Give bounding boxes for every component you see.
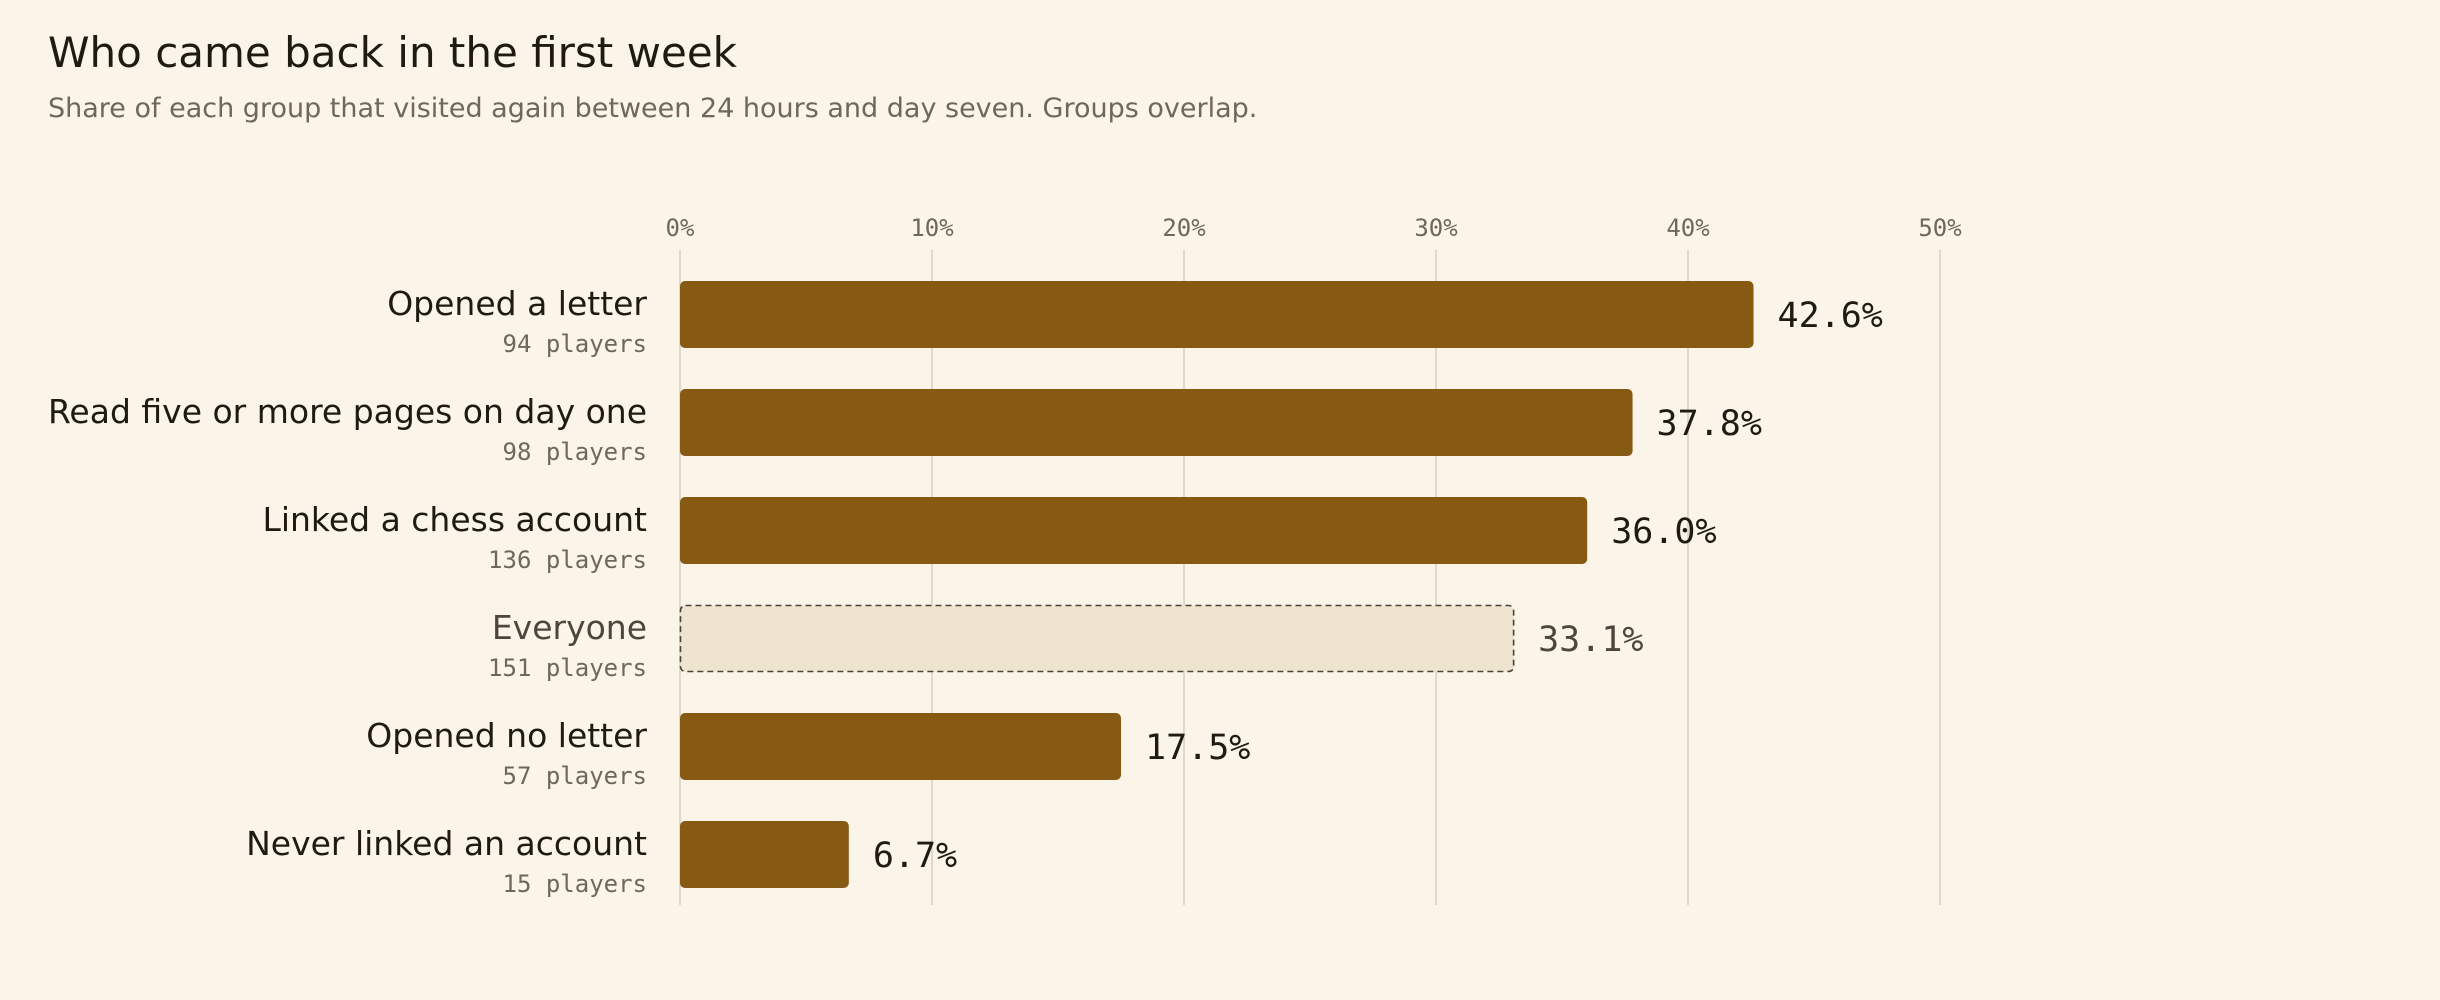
bar bbox=[680, 281, 1754, 348]
x-tick-label: 0% bbox=[666, 214, 695, 242]
chart-title: Who came back in the first week bbox=[48, 28, 737, 77]
category-label: Opened no letter bbox=[366, 716, 647, 755]
x-axis-ticks: 0% 10% 20% 30% 40% 50% bbox=[666, 214, 1963, 242]
bar-row: Everyone 151 players 33.1% bbox=[488, 604, 1643, 682]
bars: Opened a letter 94 players 42.6% Read five … bbox=[48, 281, 1883, 898]
category-label: Everyone bbox=[492, 608, 647, 647]
value-label: 36.0% bbox=[1611, 512, 1716, 552]
player-count-label: 151 players bbox=[488, 654, 647, 682]
category-label: Linked a chess account bbox=[262, 500, 647, 539]
x-tick-label: 10% bbox=[910, 214, 954, 242]
category-label: Opened a letter bbox=[387, 284, 647, 323]
bar-row: Opened a letter 94 players 42.6% bbox=[387, 281, 1883, 358]
value-label: 17.5% bbox=[1145, 728, 1250, 768]
bar bbox=[680, 821, 849, 888]
bar-row: Read five or more pages on day one 98 pla… bbox=[48, 389, 1762, 466]
player-count-label: 94 players bbox=[503, 330, 648, 358]
player-count-label: 57 players bbox=[503, 762, 648, 790]
player-count-label: 15 players bbox=[503, 870, 648, 898]
x-tick-label: 40% bbox=[1666, 214, 1710, 242]
category-label: Read five or more pages on day one bbox=[48, 392, 647, 431]
bar-row: Linked a chess account 136 players 36.0% bbox=[262, 497, 1717, 574]
value-label: 42.6% bbox=[1778, 296, 1883, 336]
value-label: 37.8% bbox=[1657, 404, 1762, 444]
value-label: 6.7% bbox=[873, 836, 957, 876]
bar bbox=[680, 389, 1633, 456]
gridlines bbox=[679, 250, 1941, 905]
x-tick-label: 30% bbox=[1414, 214, 1458, 242]
bar-row: Never linked an account 15 players 6.7% bbox=[246, 821, 957, 898]
x-tick-label: 50% bbox=[1918, 214, 1962, 242]
value-label: 33.1% bbox=[1538, 620, 1643, 660]
player-count-label: 136 players bbox=[488, 546, 647, 574]
bar bbox=[680, 713, 1121, 780]
bar bbox=[680, 497, 1588, 564]
baseline-bar bbox=[679, 604, 1515, 673]
x-tick-label: 20% bbox=[1162, 214, 1206, 242]
bar-row: Opened no letter 57 players 17.5% bbox=[366, 713, 1250, 790]
chart-subtitle: Share of each group that visited again b… bbox=[48, 93, 1258, 124]
player-count-label: 98 players bbox=[503, 438, 648, 466]
category-label: Never linked an account bbox=[246, 824, 647, 863]
